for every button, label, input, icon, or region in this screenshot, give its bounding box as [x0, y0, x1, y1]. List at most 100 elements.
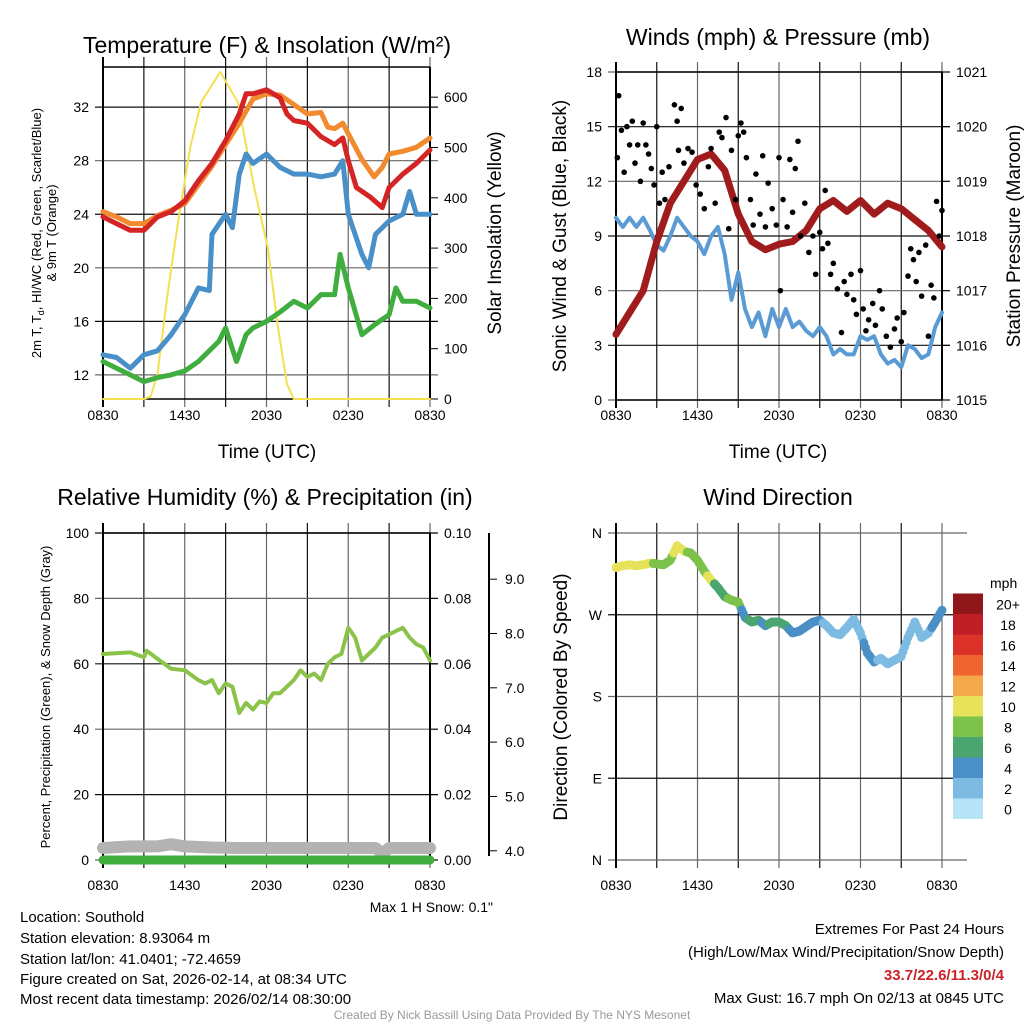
gust-point [910, 256, 917, 263]
gust-point [802, 200, 808, 206]
gust-point [624, 123, 630, 130]
y2-tick-label: 0.08 [444, 590, 471, 606]
gust-point [850, 296, 857, 303]
y-tick-label: 100 [66, 525, 90, 541]
gust-point [621, 169, 627, 176]
gust-point [883, 333, 890, 340]
y-tick-label: 32 [73, 99, 89, 115]
y-tick-label: S [593, 689, 602, 705]
x-tick-label: 0830 [926, 407, 957, 423]
colorbar-swatch [953, 757, 983, 778]
gust-point [708, 145, 714, 152]
gust-point [671, 102, 678, 108]
gust-point [735, 132, 742, 139]
gust-point [857, 267, 864, 274]
gust-point [869, 300, 876, 307]
gust-point [887, 344, 894, 350]
gust-point [933, 198, 940, 205]
gust-point [773, 222, 780, 228]
y2-tick-label: 500 [444, 139, 468, 155]
y-tick-label: 20 [73, 260, 89, 276]
gust-point [634, 142, 641, 148]
winds-ylabel: Sonic Wind & Gust (Blue, Black) [550, 100, 571, 372]
winds-y2label: Station Pressure (Maroon) [1004, 125, 1024, 348]
y3-tick-label: 8.0 [505, 625, 525, 641]
chart-panel-2: 0 20 40 60 80 100 0830 1430 2030 0230 0830 0.00 0.02… [66, 523, 525, 893]
gust-point [762, 224, 769, 230]
gust-point [853, 311, 860, 318]
gust-point [936, 233, 943, 239]
colorbar-swatch [953, 593, 983, 614]
gust-point [740, 129, 747, 135]
gust-point [879, 306, 886, 312]
gust-point [860, 306, 867, 312]
gust-point [685, 145, 691, 152]
y-tick-label: 80 [73, 590, 89, 606]
gust-point [712, 200, 718, 206]
colorbar-label: 16 [1000, 638, 1016, 654]
x-tick-label: 1430 [682, 877, 713, 893]
gust-point [780, 196, 786, 203]
colorbar-swatch [953, 634, 983, 655]
winds-chart-title: Winds (mph) & Pressure (mb) [626, 24, 930, 50]
temp-ylabel-line2: & 9m T (Orange) [44, 184, 59, 281]
gust-point [827, 271, 834, 278]
x-tick-label: 2030 [251, 407, 282, 423]
gust-point [632, 160, 638, 166]
colorbar-swatch [953, 696, 983, 717]
y2-tick-label: 1021 [956, 64, 987, 80]
y-tick-label: 24 [73, 206, 89, 222]
gust-point [894, 315, 900, 321]
colorbar-label: 14 [1000, 658, 1016, 674]
max-gust-text: Max Gust: 16.7 mph On 02/13 at 0845 UTC [714, 990, 1004, 1007]
x-tick-label: 2030 [763, 877, 794, 893]
gust-point [705, 163, 712, 170]
colorbar-label: 2 [1004, 781, 1012, 797]
colorbar-swatch [953, 798, 983, 819]
colorbar-swatch [953, 716, 983, 737]
gust-point [637, 178, 644, 185]
y2-tick-label: 200 [444, 290, 468, 306]
temp-y2label: Solar Insolation (Yellow) [485, 131, 506, 334]
y-tick-label: 28 [73, 153, 89, 169]
x-tick-label: 0830 [87, 407, 118, 423]
y-tick-label: W [589, 607, 603, 623]
gust-point [640, 120, 646, 126]
gust-point [689, 149, 695, 155]
colorbar-label: 0 [1004, 802, 1012, 818]
colorbar-label: 20+ [996, 597, 1020, 613]
gust-point [750, 222, 756, 228]
gust-point [614, 154, 621, 161]
latlon-text: Station lat/lon: 41.0401; -72.4659 [20, 951, 241, 968]
gust-point [898, 338, 905, 345]
location-text: Location: Southold [20, 909, 144, 926]
y2-tick-label: 0.04 [444, 721, 471, 737]
colorbar-swatch [953, 655, 983, 676]
x-tick-label: 2030 [763, 407, 794, 423]
y-tick-label: E [593, 770, 602, 786]
y-tick-label: 6 [594, 283, 602, 299]
max-snow-note: Max 1 H Snow: 0.1" [370, 899, 493, 915]
gust-point [797, 233, 804, 239]
gust-point [872, 322, 879, 329]
y-tick-label: 60 [73, 656, 89, 672]
colorbar-label: 4 [1004, 761, 1012, 777]
gust-point [939, 207, 945, 214]
y2-tick-label: 1015 [956, 392, 987, 408]
gust-point [765, 180, 771, 186]
colorbar-swatch [953, 614, 983, 635]
gust-point [931, 295, 937, 301]
gust-point [777, 287, 784, 294]
gust-point [769, 205, 776, 212]
temp-ylabel: 2m T, Td, HI/WC (Red, Green, Scarlet/Blu… [29, 108, 46, 358]
gust-point [865, 317, 872, 323]
gust-point [738, 120, 744, 126]
x-tick-label: 0830 [600, 407, 631, 423]
gust-point [725, 225, 732, 232]
gust-point [643, 142, 649, 148]
x-tick-label: 0230 [845, 877, 876, 893]
gust-point [701, 205, 708, 212]
y-tick-label: 12 [586, 173, 602, 189]
gust-point [757, 211, 763, 217]
gust-point [901, 309, 907, 316]
